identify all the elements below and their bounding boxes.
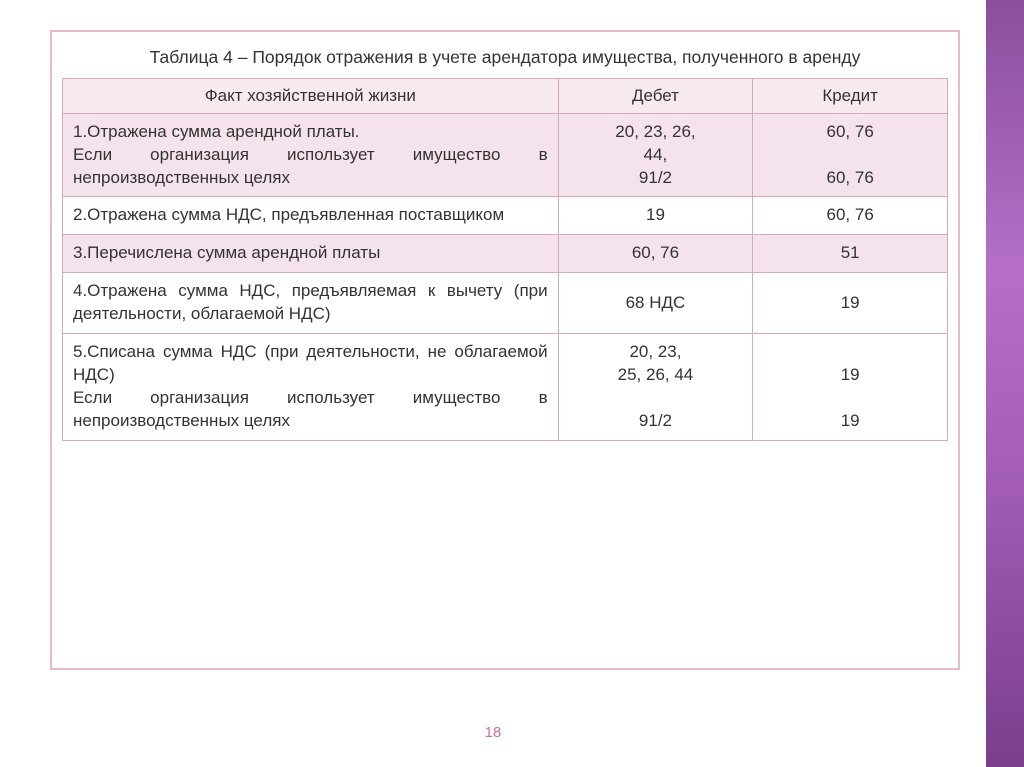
cell-fact: 3.Перечислена сумма арендной платы	[63, 235, 559, 273]
table-row: 4.Отражена сумма НДС, предъявляемая к вы…	[63, 273, 948, 334]
table-caption: Таблица 4 – Порядок отражения в учете ар…	[62, 40, 948, 78]
slide: Таблица 4 – Порядок отражения в учете ар…	[0, 0, 1024, 767]
cell-debit: 20, 23, 26, 44, 91/2	[558, 113, 753, 197]
side-decor-stripe	[986, 0, 1024, 767]
table-header-row: Факт хозяйственной жизни Дебет Кредит	[63, 78, 948, 113]
table-row: 5.Списана сумма НДС (при деятельности, н…	[63, 334, 948, 441]
cell-debit: 68 НДС	[558, 273, 753, 334]
table-row: 3.Перечислена сумма арендной платы 60, 7…	[63, 235, 948, 273]
col-header-fact: Факт хозяйственной жизни	[63, 78, 559, 113]
cell-credit: 51	[753, 235, 948, 273]
col-header-credit: Кредит	[753, 78, 948, 113]
page-number: 18	[0, 724, 986, 741]
table-row: 1.Отражена сумма арендной платы. Если ор…	[63, 113, 948, 197]
cell-fact: 2.Отражена сумма НДС, предъявленная пост…	[63, 197, 559, 235]
table-row: 2.Отражена сумма НДС, предъявленная пост…	[63, 197, 948, 235]
cell-debit: 20, 23, 25, 26, 44 91/2	[558, 334, 753, 441]
cell-credit: 19 19	[753, 334, 948, 441]
cell-fact: 1.Отражена сумма арендной платы. Если ор…	[63, 113, 559, 197]
table-container: Таблица 4 – Порядок отражения в учете ар…	[52, 32, 958, 449]
cell-credit: 60, 76	[753, 197, 948, 235]
cell-credit: 60, 76 60, 76	[753, 113, 948, 197]
cell-debit: 19	[558, 197, 753, 235]
cell-credit: 19	[753, 273, 948, 334]
col-header-debit: Дебет	[558, 78, 753, 113]
cell-fact: 5.Списана сумма НДС (при деятельности, н…	[63, 334, 559, 441]
cell-fact: 4.Отражена сумма НДС, предъявляемая к вы…	[63, 273, 559, 334]
cell-debit: 60, 76	[558, 235, 753, 273]
accounting-table: Факт хозяйственной жизни Дебет Кредит 1.…	[62, 78, 948, 441]
content-frame: Таблица 4 – Порядок отражения в учете ар…	[50, 30, 960, 670]
